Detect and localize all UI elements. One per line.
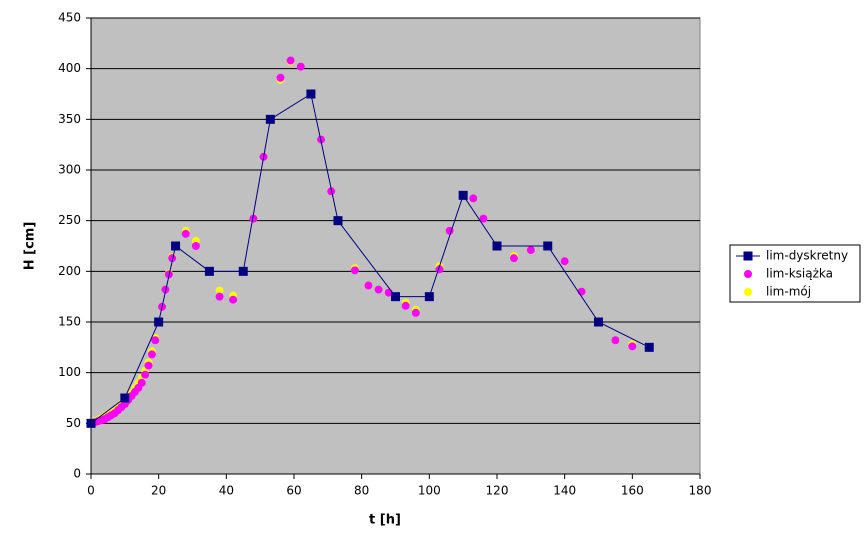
data-point xyxy=(215,292,224,301)
data-point xyxy=(144,361,153,370)
legend-label: lim-książka xyxy=(766,267,833,281)
data-point xyxy=(296,62,305,71)
data-point xyxy=(151,336,160,345)
x-tick-label: 140 xyxy=(553,484,576,498)
y-tick-label: 250 xyxy=(58,213,81,227)
data-point xyxy=(350,266,359,275)
data-point xyxy=(168,254,177,263)
data-point xyxy=(424,292,434,302)
data-point xyxy=(644,342,654,352)
legend-label: lim-dyskretny xyxy=(766,249,848,263)
data-point xyxy=(141,370,150,379)
data-point xyxy=(628,342,637,351)
data-point xyxy=(204,266,214,276)
x-tick-label: 40 xyxy=(219,484,234,498)
data-point xyxy=(286,56,295,65)
data-point xyxy=(526,246,535,255)
series-line xyxy=(90,93,650,424)
data-point xyxy=(181,229,190,238)
data-point xyxy=(469,194,478,203)
y-tick-label: 400 xyxy=(58,61,81,75)
data-point xyxy=(492,241,502,251)
legend-marker xyxy=(744,288,752,296)
x-tick-label: 60 xyxy=(286,484,301,498)
y-tick-label: 50 xyxy=(66,416,81,430)
data-point xyxy=(401,301,410,310)
x-tick-label: 80 xyxy=(354,484,369,498)
data-point xyxy=(215,286,224,295)
data-point xyxy=(594,317,603,327)
data-point xyxy=(391,292,400,302)
data-point xyxy=(171,241,181,251)
data-point xyxy=(458,190,468,200)
data-point xyxy=(265,114,275,124)
x-tick-label: 20 xyxy=(151,484,166,498)
legend-marker xyxy=(743,251,753,261)
y-tick-label: 450 xyxy=(58,11,81,25)
data-point xyxy=(479,214,488,223)
data-point xyxy=(333,216,343,226)
data-point xyxy=(249,214,258,223)
data-point xyxy=(560,257,569,266)
y-axis-title: H [cm] xyxy=(23,222,38,271)
y-tick-label: 150 xyxy=(58,315,81,329)
data-point xyxy=(238,266,248,276)
y-tick-label: 100 xyxy=(58,365,81,379)
x-tick-label: 160 xyxy=(621,484,644,498)
y-tick-label: 350 xyxy=(58,112,81,126)
x-tick-label: 120 xyxy=(486,484,509,498)
plot-area xyxy=(90,17,701,475)
data-point xyxy=(306,89,316,99)
x-tick-label: 100 xyxy=(418,484,441,498)
x-tick-label: 0 xyxy=(87,484,95,498)
x-tick-label: 180 xyxy=(689,484,712,498)
data-point xyxy=(120,393,130,403)
data-point xyxy=(86,418,96,428)
data-point xyxy=(137,378,146,387)
x-axis-title: t [h] xyxy=(369,513,401,528)
data-point xyxy=(154,317,164,327)
data-point xyxy=(611,336,620,345)
y-tick-label: 0 xyxy=(73,467,81,481)
y-tick-label: 300 xyxy=(58,163,81,177)
data-point xyxy=(374,285,383,294)
data-point xyxy=(411,308,420,317)
data-point xyxy=(543,241,553,251)
legend-label: lim-mój xyxy=(766,285,811,299)
data-point xyxy=(364,281,373,290)
data-point xyxy=(229,295,238,304)
y-tick-label: 200 xyxy=(58,264,81,278)
data-point xyxy=(509,254,518,263)
data-point xyxy=(191,242,200,250)
data-point xyxy=(276,73,285,82)
legend-marker xyxy=(744,270,752,278)
data-point xyxy=(147,350,156,359)
